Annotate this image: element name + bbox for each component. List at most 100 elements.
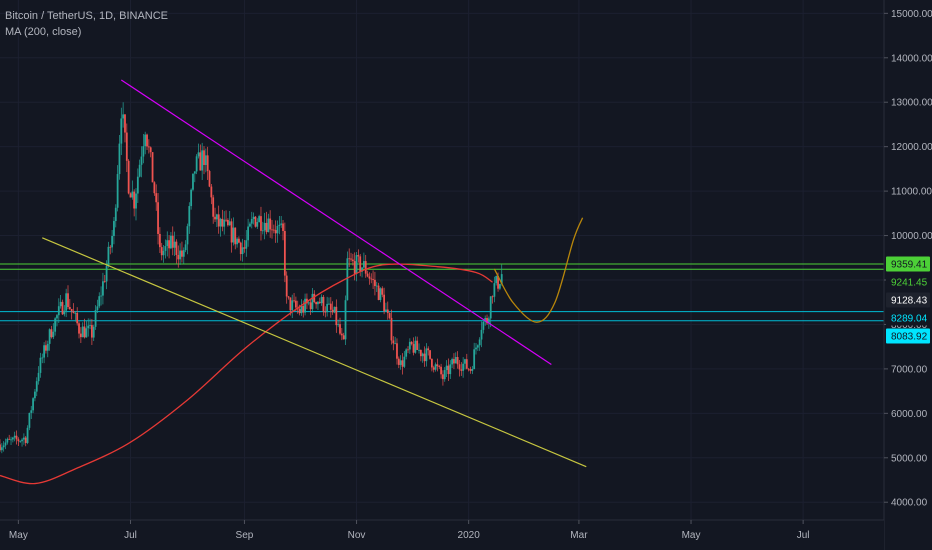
candle [392,336,395,351]
candle [269,210,272,238]
candle [287,296,290,300]
candle [416,336,419,351]
candle [118,134,121,180]
candle-body [203,150,205,165]
candle [162,245,165,263]
candle-body [6,438,9,443]
candle-body [168,240,170,249]
candle [320,294,323,306]
candle [258,214,261,223]
candle [192,173,194,192]
candle-body [96,306,99,311]
candle-body [0,444,1,451]
candle [442,370,444,386]
candle-body [442,374,444,380]
upper-trendline[interactable] [120,79,552,365]
candle [72,303,75,314]
candle-body [410,341,413,345]
candle-body [497,276,499,289]
price-tag-label: 9359.41 [891,260,928,271]
candle-body [136,176,139,194]
candle [434,362,437,372]
candle [6,437,9,445]
candle [407,346,409,354]
price-tick-label: 14000.00 [891,53,932,64]
candle-body [317,301,319,305]
candle [166,231,169,257]
candle [155,184,158,211]
candle [96,299,99,314]
candle-body [252,216,255,219]
candle [261,221,264,235]
lower-trendline[interactable] [42,237,587,468]
candle [449,360,452,379]
candle-body [289,297,292,311]
candle [114,204,117,228]
candle-body [56,315,58,319]
candle [116,165,119,212]
candle-body [397,358,400,365]
candle [357,249,360,263]
candle [397,356,400,369]
candle-body [355,255,358,274]
moving-average [0,263,493,485]
candle-body [386,309,389,314]
candle-body [364,261,367,274]
candle-body [491,296,494,298]
candle [465,353,468,370]
candle-body [217,214,220,227]
candle [482,320,485,334]
candle [276,220,279,243]
candle [453,353,455,370]
candle [17,437,20,447]
candle [460,362,463,376]
price-tag-bg [886,256,930,272]
candle [221,209,224,232]
candle-body [105,265,108,282]
candle-body [432,367,435,370]
candle [89,318,91,330]
candle-body [309,302,312,310]
time-axis[interactable]: May Jul Sep Nov 2020 Mar May Jul [0,519,884,550]
candle-body [63,310,66,315]
candle [107,241,110,268]
candle [454,352,457,364]
candle-body [89,325,91,326]
price-tag-label: 9241.45 [891,278,928,289]
candle [333,306,336,314]
candle-body [212,197,215,217]
candle-body [276,225,279,234]
horizontal-levels[interactable] [0,263,884,322]
candle-body [416,340,419,350]
candle-body [480,329,483,340]
candle [43,342,46,364]
candle [232,217,235,246]
candle-body [476,345,479,348]
candle-body [223,219,226,227]
candle [493,276,496,303]
projection-path[interactable] [493,217,584,323]
trendlines[interactable] [42,79,587,468]
candle [478,337,481,351]
candle [311,287,314,313]
time-axis-bg [0,520,884,550]
candle [399,355,402,370]
candle [190,188,193,210]
candle [385,302,387,312]
candle [456,351,459,369]
candle [348,248,351,268]
candle [239,241,242,261]
candle-body [300,305,303,314]
candle-body [232,227,235,243]
candle-body [70,308,73,312]
indicator-line: MA (200, close) [5,26,82,38]
candle-body [498,284,501,289]
candle-body [261,230,264,232]
candle [254,216,257,228]
candle-body [11,437,14,440]
projection-curve[interactable] [493,217,584,323]
candle [57,298,60,324]
candle [204,148,207,173]
candle-body [291,300,294,311]
